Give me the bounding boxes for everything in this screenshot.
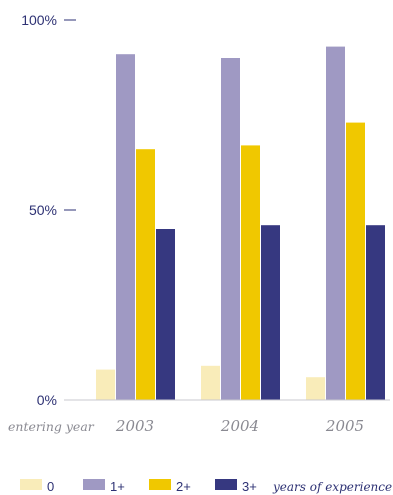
x-axis-label: entering year	[8, 419, 95, 434]
bar	[306, 377, 325, 400]
legend-swatch	[20, 479, 42, 490]
bar	[201, 365, 220, 400]
legend: 0 1+ 2+ 3+	[20, 479, 257, 494]
bar	[116, 54, 135, 400]
legend-swatch	[215, 479, 237, 490]
y-tick-label: 50%	[29, 202, 57, 218]
bar	[366, 225, 385, 400]
legend-label: 2+	[176, 479, 191, 494]
bar	[346, 122, 365, 400]
legend-label: 1+	[110, 479, 125, 494]
bar	[96, 369, 115, 400]
legend-label: 3+	[242, 479, 257, 494]
bar	[241, 145, 260, 400]
x-tick-label: 2005	[325, 417, 364, 435]
legend-swatch	[149, 479, 171, 490]
bar	[261, 225, 280, 400]
legend-note: years of experience	[272, 480, 392, 494]
legend-swatch	[83, 479, 105, 490]
y-tick-label: 0%	[37, 392, 57, 408]
y-tick-label: 100%	[21, 12, 57, 28]
y-axis: 0% 50% 100%	[21, 12, 76, 408]
bar	[326, 46, 345, 400]
x-tick-label: 2003	[115, 417, 154, 435]
x-axis-categories: 2003 2004 2005	[115, 417, 364, 435]
x-tick-label: 2004	[220, 417, 259, 435]
bar	[221, 58, 240, 400]
bar	[156, 229, 175, 400]
legend-label: 0	[47, 479, 54, 494]
bar	[136, 149, 155, 400]
bars-group	[96, 46, 385, 400]
